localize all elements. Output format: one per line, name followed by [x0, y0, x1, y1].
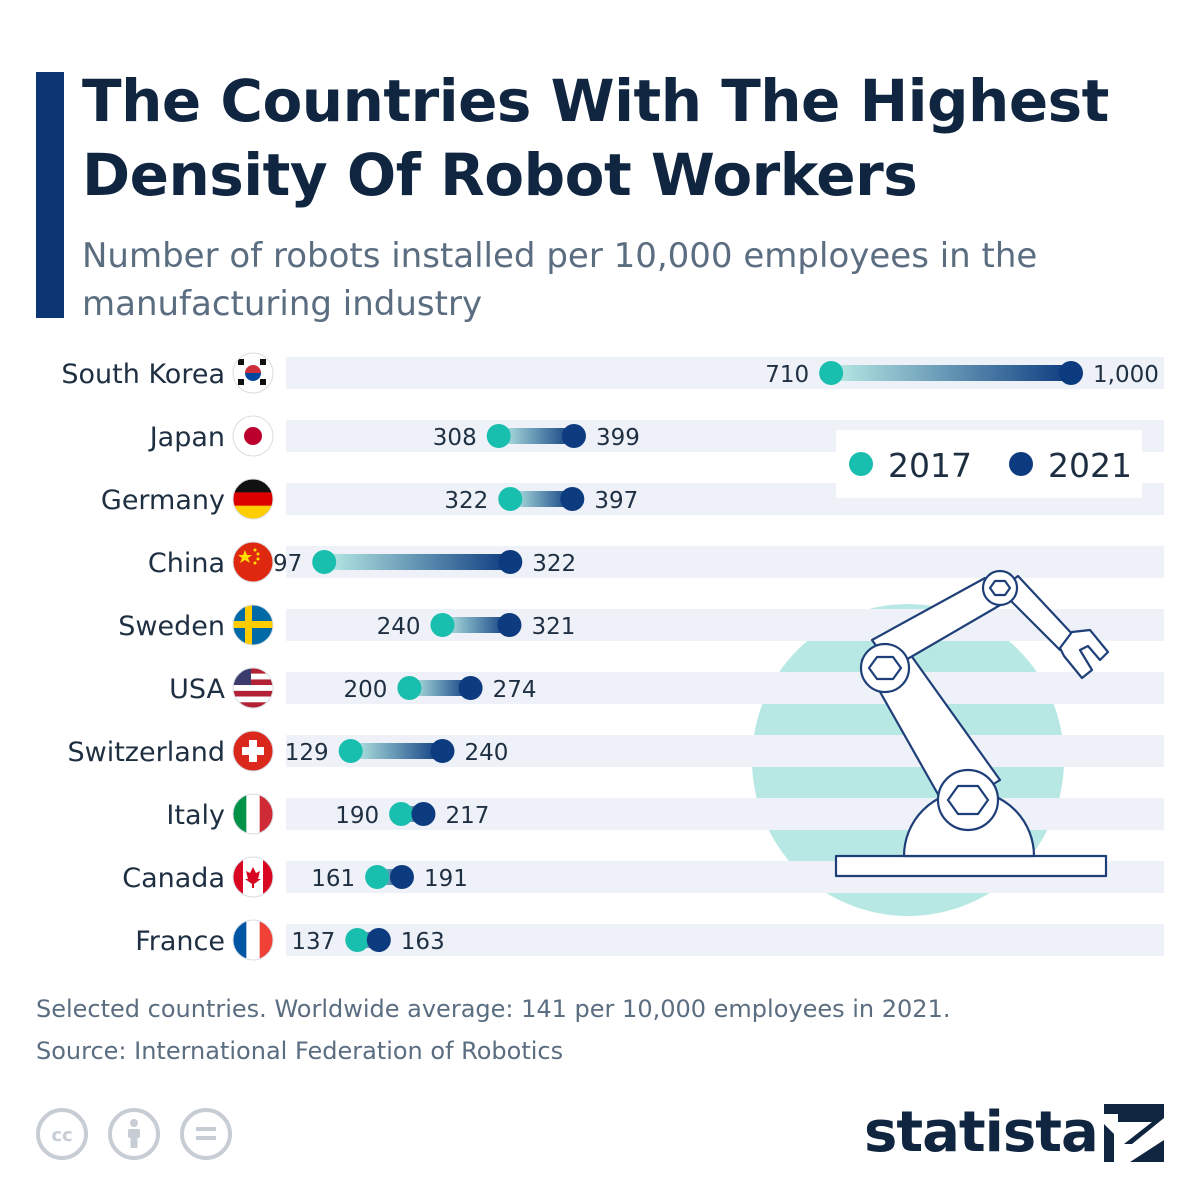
brand-wordmark: statista — [864, 1100, 1099, 1165]
range-bar — [409, 680, 471, 696]
legend-label-2021: 2021 — [1048, 446, 1132, 485]
value-label-2021: 321 — [531, 614, 575, 640]
value-label-2021: 240 — [464, 740, 508, 766]
dot-2021 — [560, 487, 585, 511]
value-label-2017: 190 — [335, 803, 379, 829]
legend-box — [836, 430, 1142, 498]
range-bar — [442, 617, 510, 633]
dot-2017 — [389, 802, 414, 826]
license-icons: cc — [36, 1108, 246, 1164]
flag-icon — [232, 541, 274, 583]
footnote-source: Source: International Federation of Robo… — [36, 1037, 564, 1065]
flag-icon — [232, 604, 274, 646]
footnote-note: Selected countries. Worldwide average: 1… — [36, 995, 951, 1023]
value-label-2021: 274 — [493, 677, 537, 703]
chart-row: China 97 322 — [148, 541, 1164, 583]
value-label-2021: 397 — [594, 488, 638, 514]
chart-row: Switzerland 129 240 — [68, 730, 1164, 772]
value-label-2017: 200 — [343, 677, 387, 703]
statista-logo-icon — [1104, 1104, 1164, 1162]
country-label: France — [135, 926, 225, 957]
robot-arm-icon — [834, 569, 1110, 878]
country-label: USA — [169, 674, 225, 705]
svg-text:cc: cc — [51, 1125, 72, 1146]
value-label-2017: 240 — [377, 614, 421, 640]
chart-subtitle: Number of robots installed per 10,000 em… — [82, 236, 1038, 324]
dot-2017 — [312, 550, 337, 574]
attribution-icon[interactable] — [108, 1108, 160, 1160]
value-label-2021: 191 — [424, 866, 468, 892]
country-label: Italy — [166, 800, 225, 831]
statista-logo[interactable]: statista — [864, 1098, 1164, 1168]
legend-swatch-2017 — [849, 452, 873, 476]
dot-2017 — [365, 865, 390, 889]
flag-icon — [232, 793, 274, 835]
value-label-2017: 322 — [444, 488, 488, 514]
chart-row: South Korea 710 1,000 — [61, 352, 1164, 394]
dot-2017 — [345, 928, 370, 952]
dot-2017 — [430, 613, 455, 637]
range-bar — [510, 491, 573, 507]
legend-swatch-2021 — [1009, 452, 1033, 476]
value-label-2021: 163 — [401, 929, 445, 955]
flag-icon — [232, 667, 274, 709]
dot-2021 — [411, 802, 436, 826]
value-label-2017: 97 — [273, 551, 302, 577]
creative-commons-icon[interactable]: cc — [36, 1108, 88, 1160]
value-label-2017: 161 — [311, 866, 355, 892]
range-bar — [498, 428, 574, 444]
chart-row: USA 200 274 — [169, 667, 1164, 709]
dot-2021 — [561, 424, 586, 448]
country-label: China — [148, 548, 225, 579]
country-label: Canada — [122, 863, 225, 894]
country-label: Japan — [148, 422, 225, 453]
dot-2021 — [430, 739, 455, 763]
chart-row: Sweden 240 321 — [118, 604, 1164, 646]
value-label-2017: 129 — [285, 740, 329, 766]
dot-2021 — [498, 550, 523, 574]
dot-2021 — [497, 613, 522, 637]
value-label-2021: 217 — [445, 803, 489, 829]
range-bar — [350, 743, 443, 759]
flag-icon — [232, 478, 274, 520]
chart-title: The Countries With The Highest Density O… — [82, 67, 1109, 209]
country-label: South Korea — [61, 359, 225, 390]
dot-2017 — [498, 487, 523, 511]
chart-row: France 137 163 — [135, 919, 1164, 961]
value-label-2017: 710 — [765, 362, 809, 388]
dot-2017 — [486, 424, 511, 448]
dot-2021 — [1059, 361, 1083, 385]
row-track — [286, 924, 1164, 956]
range-bar — [831, 365, 1071, 381]
value-label-2021: 399 — [596, 425, 640, 451]
value-label-2021: 1,000 — [1093, 362, 1159, 388]
value-label-2021: 322 — [532, 551, 576, 577]
title-accent-bar — [36, 72, 64, 318]
dot-2017 — [338, 739, 363, 763]
footnote: Selected countries. Worldwide average: 1… — [36, 988, 1156, 1072]
flag-icon — [232, 415, 274, 457]
legend-label-2017: 2017 — [888, 446, 972, 485]
country-label: Sweden — [118, 611, 225, 642]
flag-icon — [232, 919, 274, 961]
range-bar — [324, 554, 511, 570]
dot-2021 — [366, 928, 391, 952]
country-label: Germany — [101, 485, 225, 516]
dot-2021 — [458, 676, 483, 700]
dot-2017 — [819, 361, 844, 385]
flag-icon — [232, 856, 274, 898]
chart-area: South Korea 710 1,000 Japan 308 399 Germany 322… — [61, 352, 1164, 961]
no-derivatives-icon[interactable] — [180, 1108, 232, 1160]
country-label: Switzerland — [68, 737, 226, 768]
flag-icon — [232, 730, 274, 772]
dot-2017 — [397, 676, 422, 700]
value-label-2017: 308 — [433, 425, 477, 451]
value-label-2017: 137 — [291, 929, 335, 955]
dot-2021 — [389, 865, 414, 889]
legend: 2017 2021 — [836, 430, 1142, 498]
flag-icon — [232, 352, 274, 394]
